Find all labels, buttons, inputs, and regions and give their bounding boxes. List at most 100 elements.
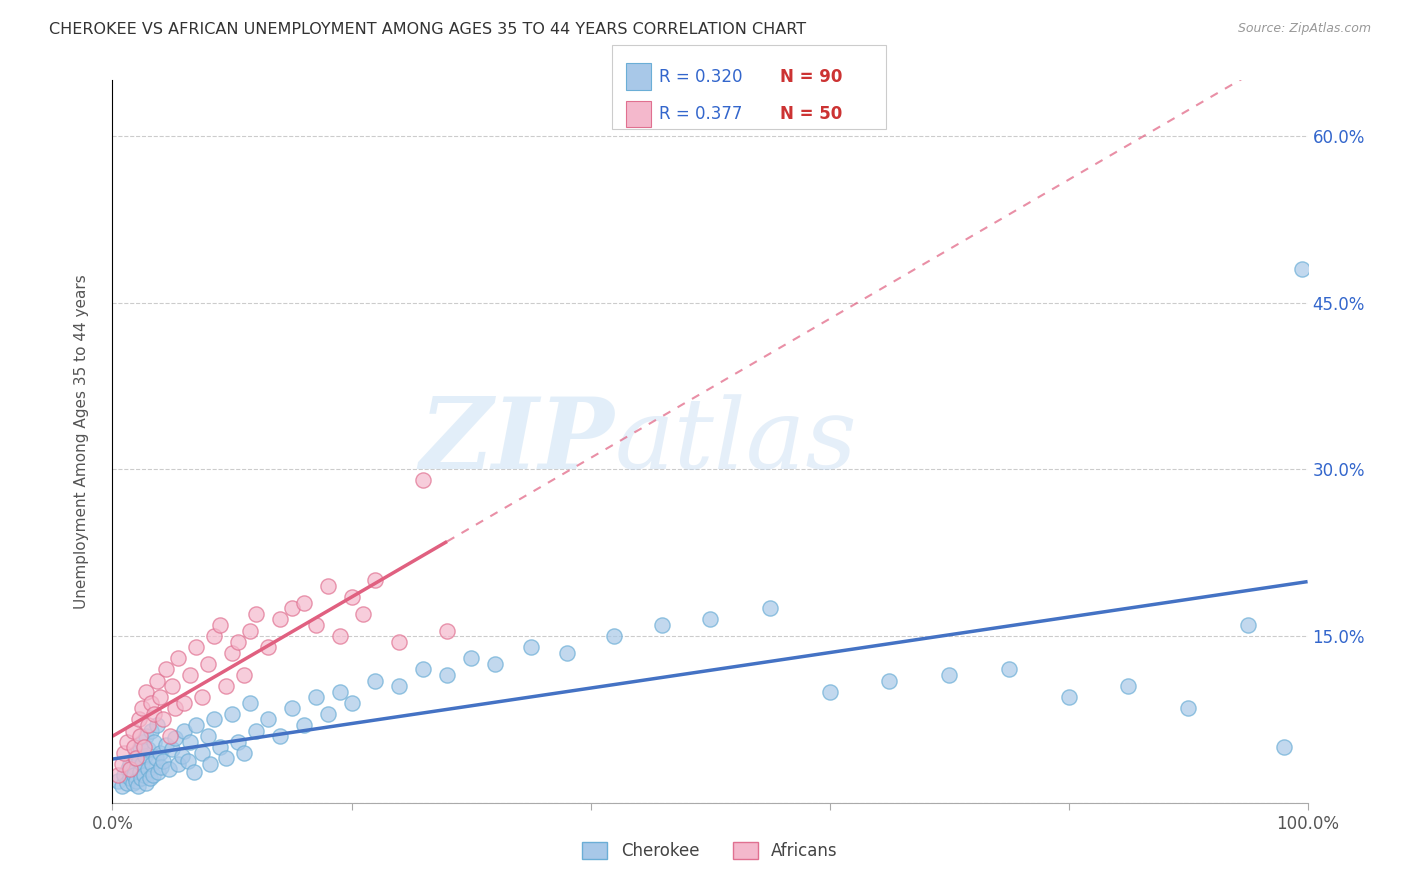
Point — [191, 746, 214, 760]
Point — [221, 706, 243, 721]
Point — [316, 706, 339, 721]
Point — [131, 701, 153, 715]
Point — [269, 729, 291, 743]
Point — [520, 640, 543, 655]
Point — [352, 607, 374, 621]
Text: ZIP: ZIP — [419, 393, 614, 490]
Point — [120, 763, 142, 777]
Point — [257, 640, 280, 655]
Point — [125, 751, 148, 765]
Point — [159, 729, 181, 743]
Point — [651, 618, 673, 632]
Point — [239, 696, 262, 710]
Point — [135, 776, 157, 790]
Point — [388, 634, 411, 648]
Point — [340, 696, 363, 710]
Point — [226, 634, 249, 648]
Point — [141, 756, 163, 771]
Point — [364, 574, 387, 588]
Point — [998, 662, 1021, 676]
Point — [139, 723, 162, 738]
Point — [150, 760, 173, 774]
Point — [879, 673, 901, 688]
Point — [121, 723, 143, 738]
Point — [131, 734, 153, 748]
Point — [134, 749, 156, 764]
Point — [114, 746, 135, 760]
Point — [132, 768, 155, 782]
Point — [125, 746, 148, 760]
Point — [173, 696, 195, 710]
Point — [117, 763, 139, 777]
Point — [555, 646, 578, 660]
Point — [215, 679, 238, 693]
Text: Source: ZipAtlas.com: Source: ZipAtlas.com — [1237, 22, 1371, 36]
Point — [1118, 679, 1140, 693]
Point — [143, 706, 166, 721]
Point — [329, 629, 352, 643]
Point — [388, 679, 411, 693]
Text: N = 50: N = 50 — [780, 105, 842, 123]
Text: R = 0.377: R = 0.377 — [659, 105, 742, 123]
Point — [129, 740, 152, 755]
Point — [1291, 262, 1313, 277]
Point — [120, 756, 142, 771]
Point — [699, 612, 721, 626]
Point — [121, 764, 143, 779]
Point — [186, 718, 208, 732]
Point — [412, 662, 434, 676]
Point — [111, 756, 134, 771]
Point — [152, 754, 174, 768]
Point — [209, 740, 232, 755]
Point — [132, 740, 155, 755]
Point — [145, 718, 167, 732]
Point — [305, 690, 328, 705]
Point — [122, 768, 145, 782]
Point — [484, 657, 506, 671]
Point — [179, 668, 201, 682]
Point — [197, 729, 219, 743]
Point — [138, 718, 160, 732]
Point — [114, 768, 135, 782]
Point — [202, 713, 225, 727]
Point — [155, 662, 177, 676]
Point — [179, 734, 201, 748]
Text: atlas: atlas — [614, 394, 858, 489]
Point — [221, 646, 243, 660]
Point — [157, 763, 180, 777]
Point — [128, 754, 150, 768]
Point — [135, 684, 157, 698]
Point — [120, 772, 142, 786]
Point — [257, 713, 280, 727]
Point — [121, 776, 143, 790]
Point — [115, 734, 138, 748]
Point — [233, 668, 256, 682]
Point — [138, 772, 160, 786]
Point — [1057, 690, 1080, 705]
Point — [191, 690, 214, 705]
Point — [131, 756, 153, 771]
Point — [603, 629, 626, 643]
Point — [316, 579, 339, 593]
Point — [129, 729, 152, 743]
Point — [143, 734, 166, 748]
Point — [142, 768, 165, 782]
Point — [163, 731, 186, 746]
Point — [138, 742, 160, 756]
Point — [818, 684, 841, 698]
Point — [938, 668, 960, 682]
Point — [292, 718, 315, 732]
Point — [436, 624, 458, 638]
Point — [173, 723, 195, 738]
Point — [1237, 618, 1260, 632]
Point — [281, 601, 304, 615]
Point — [305, 618, 328, 632]
Point — [135, 729, 157, 743]
Point — [759, 601, 782, 615]
Point — [460, 651, 482, 665]
Point — [149, 690, 172, 705]
Point — [186, 640, 208, 655]
Point — [292, 596, 315, 610]
Point — [209, 618, 232, 632]
Point — [155, 738, 177, 752]
